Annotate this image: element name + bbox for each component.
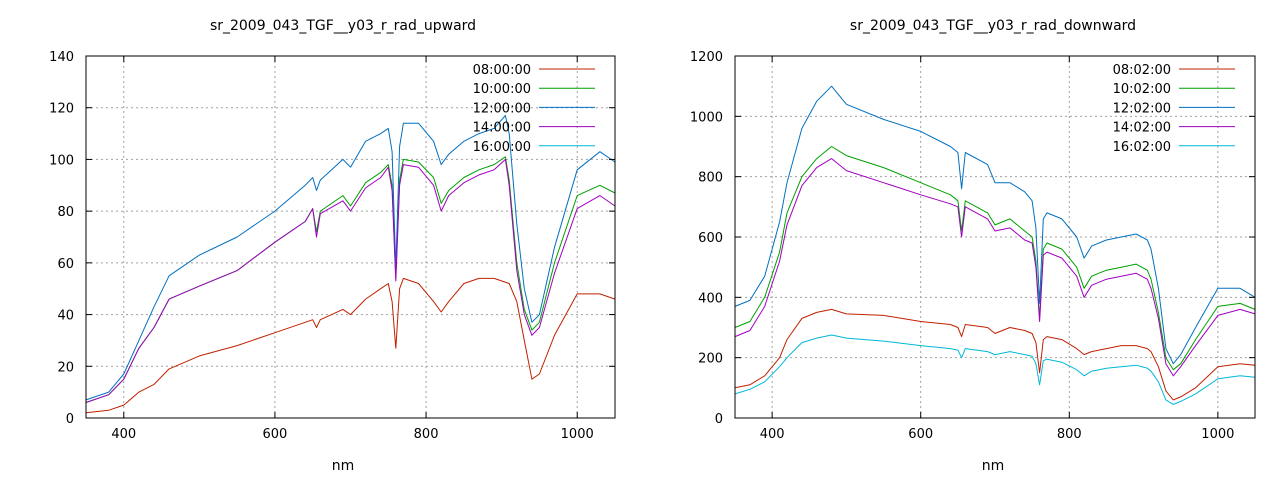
chart-title: sr_2009_043_TGF__y03_r_rad_downward xyxy=(850,18,1136,34)
legend-label-0: 08:00:00 xyxy=(473,63,531,78)
legend-label-2: 12:02:00 xyxy=(1113,101,1171,116)
series-line-4 xyxy=(734,334,1256,405)
series-line-1 xyxy=(734,146,1256,371)
y-tick-label: 400 xyxy=(698,291,723,306)
y-tick-label: 80 xyxy=(57,205,74,220)
series-line-1 xyxy=(85,156,616,403)
x-axis-label: nm xyxy=(332,458,355,474)
x-tick-label: 800 xyxy=(414,427,439,442)
x-axis-label: nm xyxy=(982,458,1005,474)
legend-label-2: 12:00:00 xyxy=(473,101,531,116)
series-line-0 xyxy=(85,277,616,414)
y-tick-label: 1200 xyxy=(690,50,723,65)
downward-radiance-chart: sr_2009_043_TGF__y03_r_rad_downward nm 4… xyxy=(690,18,1256,474)
y-tick-label: 1000 xyxy=(690,110,723,125)
plot-frame xyxy=(85,55,616,419)
y-tick-label: 0 xyxy=(66,412,74,427)
y-tick-label: 120 xyxy=(49,102,74,117)
y-tick-label: 40 xyxy=(57,309,74,324)
x-tick-label: 600 xyxy=(908,427,933,442)
legend-label-1: 10:00:00 xyxy=(473,82,531,97)
y-tick-label: 60 xyxy=(57,257,74,272)
x-tick-label: 800 xyxy=(1057,427,1082,442)
y-tick-label: 20 xyxy=(57,360,74,375)
x-tick-label: 1000 xyxy=(561,427,594,442)
legend-label-0: 08:02:00 xyxy=(1113,63,1171,78)
legend-label-3: 14:02:00 xyxy=(1113,121,1171,136)
y-tick-label: 0 xyxy=(715,412,723,427)
series-line-3 xyxy=(85,158,616,403)
series-line-0 xyxy=(734,308,1256,401)
y-tick-label: 600 xyxy=(698,231,723,246)
chart-title: sr_2009_043_TGF__y03_r_rad_upward xyxy=(210,18,476,34)
y-tick-label: 100 xyxy=(49,153,74,168)
y-tick-label: 140 xyxy=(49,50,74,65)
upward-radiance-chart: sr_2009_043_TGF__y03_r_rad_upward nm 400… xyxy=(49,18,616,474)
series-line-3 xyxy=(734,158,1256,377)
y-tick-label: 800 xyxy=(698,171,723,186)
legend-label-1: 10:02:00 xyxy=(1113,82,1171,97)
series-line-2 xyxy=(734,85,1256,365)
x-tick-label: 600 xyxy=(263,427,288,442)
series-line-2 xyxy=(85,115,616,401)
x-tick-label: 1000 xyxy=(1201,427,1234,442)
x-tick-label: 400 xyxy=(760,427,785,442)
x-tick-label: 400 xyxy=(111,427,136,442)
legend-label-4: 16:00:00 xyxy=(473,140,531,155)
legend-label-4: 16:02:00 xyxy=(1113,140,1171,155)
y-tick-label: 200 xyxy=(698,352,723,367)
legend-label-3: 14:00:00 xyxy=(473,121,531,136)
